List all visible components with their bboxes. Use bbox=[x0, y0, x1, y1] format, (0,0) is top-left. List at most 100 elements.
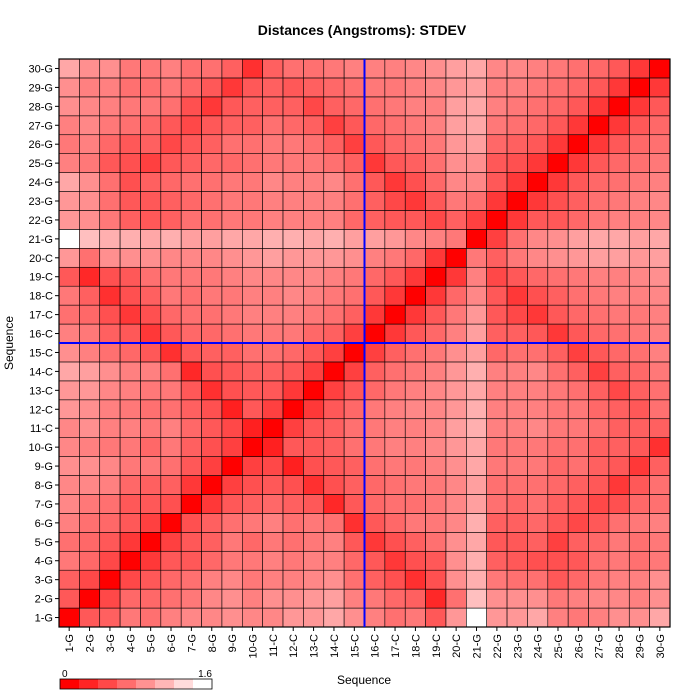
heatmap-cell bbox=[343, 115, 365, 136]
heatmap-cell bbox=[79, 456, 101, 476]
heatmap-cell bbox=[608, 96, 630, 117]
heatmap-cell bbox=[588, 399, 610, 420]
heatmap-cell bbox=[506, 77, 528, 98]
heatmap-cell bbox=[140, 153, 162, 173]
heatmap-cell bbox=[140, 607, 162, 628]
heatmap-cell bbox=[58, 569, 80, 590]
heatmap-cell bbox=[160, 210, 182, 230]
heatmap-cell bbox=[140, 361, 162, 382]
heatmap-cell bbox=[79, 418, 101, 438]
heatmap-cell bbox=[567, 588, 589, 609]
heatmap-cell bbox=[527, 607, 549, 628]
heatmap-cell bbox=[547, 172, 569, 192]
heatmap-cell bbox=[323, 588, 345, 609]
heatmap-cell bbox=[180, 380, 202, 401]
heatmap-cell bbox=[79, 191, 101, 211]
heatmap-cell bbox=[160, 607, 182, 628]
y-tick-label: 6-G bbox=[35, 518, 53, 530]
heatmap-cell bbox=[140, 550, 162, 571]
heatmap-cell bbox=[140, 134, 162, 154]
heatmap-cell bbox=[242, 399, 263, 420]
heatmap-cell bbox=[527, 134, 549, 154]
heatmap-cell bbox=[58, 456, 80, 476]
heatmap-cell bbox=[282, 513, 304, 533]
heatmap-cell bbox=[608, 437, 630, 457]
heatmap-cell bbox=[242, 569, 263, 590]
heatmap-cell bbox=[527, 248, 549, 268]
heatmap-cell bbox=[79, 569, 101, 590]
heatmap-cell bbox=[364, 115, 386, 136]
heatmap-cell bbox=[649, 96, 671, 117]
heatmap-cell bbox=[608, 418, 630, 438]
heatmap-cell bbox=[180, 134, 202, 154]
heatmap-cell bbox=[567, 550, 589, 571]
heatmap-cell bbox=[628, 456, 650, 476]
heatmap-cell bbox=[608, 569, 630, 590]
x-tick-label: 10-G bbox=[247, 634, 259, 658]
heatmap-cell bbox=[303, 399, 325, 420]
heatmap-cell bbox=[323, 153, 345, 173]
heatmap-cell bbox=[425, 399, 447, 420]
heatmap-cell bbox=[323, 342, 345, 363]
heatmap-cell bbox=[201, 304, 223, 325]
heatmap-cell bbox=[425, 361, 447, 382]
heatmap-cell bbox=[242, 58, 263, 79]
heatmap-cell bbox=[425, 532, 447, 552]
heatmap-cell bbox=[58, 304, 80, 325]
heatmap-cell bbox=[99, 323, 121, 344]
heatmap-cell bbox=[404, 229, 426, 249]
heatmap-cell bbox=[588, 58, 610, 79]
heatmap-cell bbox=[425, 266, 447, 287]
heatmap-cell bbox=[343, 532, 365, 552]
heatmap-cell bbox=[323, 513, 345, 533]
heatmap-cell bbox=[466, 134, 487, 154]
heatmap-cell bbox=[242, 191, 263, 211]
heatmap-cell bbox=[608, 532, 630, 552]
heatmap-cell bbox=[282, 58, 304, 79]
heatmap-cell bbox=[58, 323, 80, 344]
heatmap-cell bbox=[445, 418, 467, 438]
heatmap-cell bbox=[466, 115, 487, 136]
heatmap-cell bbox=[323, 456, 345, 476]
heatmap-cell bbox=[547, 361, 569, 382]
heatmap-cell bbox=[628, 607, 650, 628]
heatmap-cell bbox=[486, 569, 508, 590]
heatmap-cell bbox=[445, 266, 467, 287]
heatmap-cell bbox=[58, 77, 80, 98]
heatmap-cell bbox=[119, 153, 141, 173]
heatmap-cell bbox=[547, 77, 569, 98]
x-tick-labels: 1-G 2-G 3-G 4-G 5-G 6-G 7-G 8-G 9-G 10-G 11-C 12-C 1… bbox=[64, 627, 667, 658]
heatmap-cell bbox=[588, 418, 610, 438]
heatmap-cell bbox=[486, 494, 508, 514]
heatmap-cell bbox=[282, 285, 304, 306]
heatmap-cell bbox=[506, 115, 528, 136]
heatmap-cell bbox=[364, 210, 386, 230]
heatmap-cell bbox=[221, 229, 243, 249]
heatmap-cell bbox=[384, 494, 406, 514]
heatmap-cell bbox=[79, 607, 101, 628]
heatmap-cell bbox=[79, 588, 101, 609]
heatmap-cell bbox=[649, 380, 671, 401]
heatmap-cell bbox=[649, 229, 671, 249]
heatmap-cell bbox=[79, 494, 101, 514]
heatmap-cell bbox=[649, 399, 671, 420]
heatmap-cell bbox=[628, 494, 650, 514]
heatmap-cell bbox=[649, 304, 671, 325]
heatmap-cell bbox=[628, 361, 650, 382]
heatmap-cell bbox=[649, 532, 671, 552]
heatmap-cell bbox=[404, 134, 426, 154]
heatmap-cell bbox=[466, 191, 487, 211]
heatmap-cell bbox=[608, 210, 630, 230]
y-tick-label: 2-G bbox=[35, 594, 53, 606]
heatmap-cell bbox=[527, 77, 549, 98]
heatmap-cell bbox=[160, 494, 182, 514]
heatmap-cell bbox=[343, 323, 365, 344]
heatmap-cell bbox=[527, 323, 549, 344]
x-tick-label: 14-C bbox=[329, 634, 341, 658]
heatmap-cell bbox=[201, 588, 223, 609]
heatmap-cell bbox=[384, 210, 406, 230]
heatmap-cell bbox=[466, 513, 487, 533]
heatmap-cell bbox=[180, 248, 202, 268]
heatmap-cell bbox=[506, 380, 528, 401]
heatmap-cell bbox=[303, 77, 325, 98]
